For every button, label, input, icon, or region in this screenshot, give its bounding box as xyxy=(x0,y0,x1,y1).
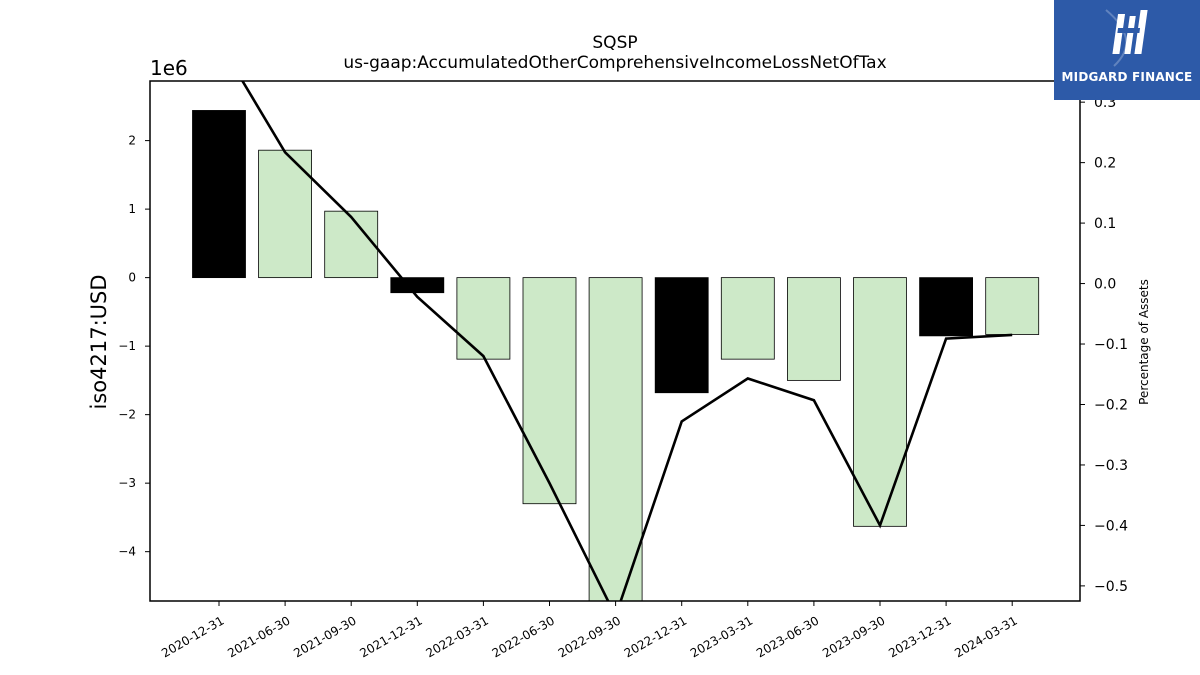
y-tick-label: −2 xyxy=(118,408,136,422)
midgard-logo-icon xyxy=(1105,9,1148,67)
plot-area: 210−1−2−3−40.30.20.10.0−0.1−0.2−0.3−0.4−… xyxy=(118,80,1128,660)
y2-tick-label: 0.2 xyxy=(1094,156,1116,172)
chart-title: SQSP xyxy=(592,33,637,53)
x-tick-label: 2023-12-31 xyxy=(886,613,953,660)
x-tick-label: 2020-12-31 xyxy=(159,613,226,660)
x-tick-label: 2023-03-31 xyxy=(688,613,755,660)
midgard-finance-logo: MIDGARD FINANCE xyxy=(1054,0,1200,100)
y-axis-offset-label: 1e6 xyxy=(150,56,188,80)
y-tick-label: −1 xyxy=(118,339,136,353)
y2-axis-label: Percentage of Assets xyxy=(1137,279,1151,405)
bar xyxy=(588,277,643,601)
x-tick-label: 2024-03-31 xyxy=(952,613,1019,660)
x-tick-label: 2023-06-30 xyxy=(754,613,821,660)
y2-tick-label: 0.1 xyxy=(1094,216,1116,232)
bar xyxy=(654,277,709,394)
y2-tick-label: −0.1 xyxy=(1094,337,1128,353)
logo-text: MIDGARD FINANCE xyxy=(1061,70,1193,84)
y-tick-label: 0 xyxy=(128,271,136,285)
y2-tick-label: 0.0 xyxy=(1094,277,1116,293)
y-tick-label: 1 xyxy=(128,202,136,216)
y2-tick-label: −0.4 xyxy=(1094,518,1128,534)
bar xyxy=(192,110,246,279)
y2-tick-label: −0.3 xyxy=(1094,458,1128,474)
x-tick-label: 2022-06-30 xyxy=(490,613,557,660)
y2-tick-label: −0.5 xyxy=(1094,579,1128,595)
x-tick-label: 2023-09-30 xyxy=(820,613,887,660)
chart-subtitle: us-gaap:AccumulatedOtherComprehensiveInc… xyxy=(343,53,886,73)
bar xyxy=(324,210,379,279)
bar xyxy=(456,277,511,360)
bar xyxy=(985,277,1040,335)
bar xyxy=(390,277,445,294)
plot-clip-group xyxy=(192,81,1040,601)
plot-frame xyxy=(149,80,1081,602)
bar xyxy=(522,277,577,505)
y-tick-label: −4 xyxy=(118,545,136,559)
y-axis-label: iso4217:USD xyxy=(87,274,111,409)
bar xyxy=(919,277,973,337)
x-tick-label: 2022-12-31 xyxy=(622,613,689,660)
x-tick-label: 2021-06-30 xyxy=(225,613,292,660)
y2-tick-label: −0.2 xyxy=(1094,397,1128,413)
bar xyxy=(720,277,775,360)
x-tick-label: 2022-03-31 xyxy=(423,613,490,660)
x-tick-label: 2021-12-31 xyxy=(357,613,424,660)
x-tick-label: 2021-09-30 xyxy=(291,613,358,660)
y-tick-label: 2 xyxy=(128,134,136,148)
y-tick-label: −3 xyxy=(118,476,136,490)
series-line xyxy=(240,81,1013,601)
bar xyxy=(787,277,841,381)
x-tick-label: 2022-09-30 xyxy=(556,613,623,660)
